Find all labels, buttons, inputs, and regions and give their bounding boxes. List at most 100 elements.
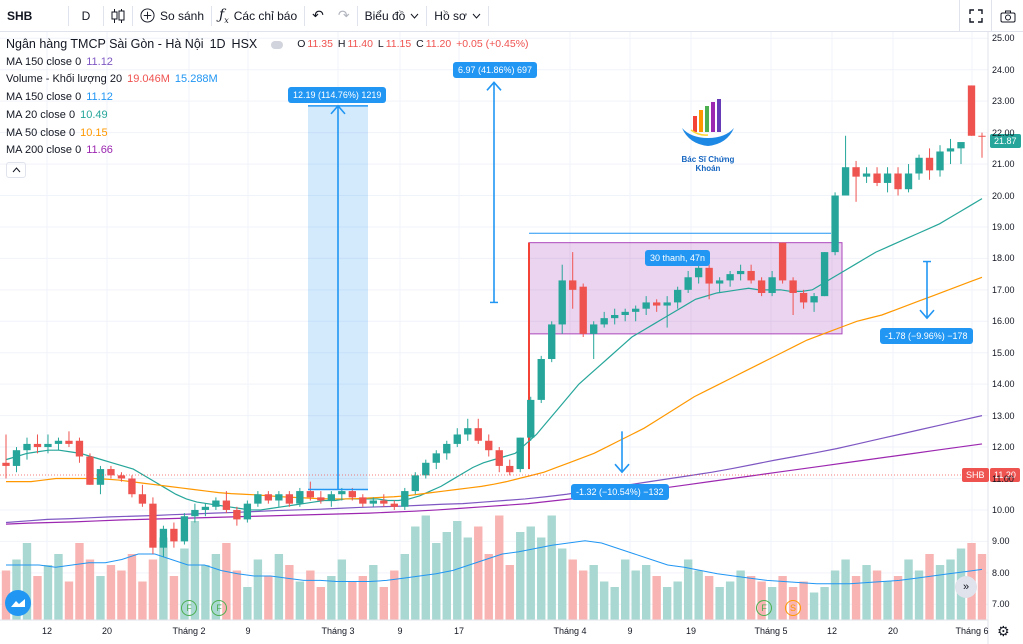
chart-style-button[interactable] xyxy=(104,0,132,32)
candle xyxy=(138,484,147,507)
event-marker-f[interactable]: F xyxy=(211,600,227,616)
candle xyxy=(222,491,231,514)
candle-body xyxy=(12,450,21,466)
volume-bar xyxy=(841,559,850,620)
range-label-4[interactable]: -1.78 (−9.96%) −178 xyxy=(880,328,973,344)
candle xyxy=(621,308,629,322)
candle-body xyxy=(285,494,294,504)
candle-body xyxy=(894,173,902,190)
candle-body xyxy=(663,302,671,306)
volume-bar xyxy=(316,587,326,620)
profile-menu-button[interactable]: Hồ sơ xyxy=(427,0,488,32)
redo-button[interactable]: ↷ xyxy=(331,0,357,32)
legend-row-name: Volume - Khối lượng 20 xyxy=(6,73,123,86)
legend-row[interactable]: Volume - Khối lượng 20 19.046M 15.288M xyxy=(6,71,531,89)
compare-label: So sánh xyxy=(160,8,205,23)
range-label-1[interactable]: 12.19 (114.76%) 1219 xyxy=(288,87,387,103)
y-tick-label: 11.00 xyxy=(992,473,1014,484)
volume-bar xyxy=(830,570,840,620)
redo-icon: ↷ xyxy=(337,7,350,23)
tradingview-logo[interactable] xyxy=(5,590,31,616)
candle-body xyxy=(495,450,503,466)
compare-button[interactable]: So sánh xyxy=(133,0,211,32)
candle-body xyxy=(380,500,388,504)
candle-body xyxy=(789,280,797,293)
volume-bar xyxy=(243,587,252,620)
candle xyxy=(778,242,787,284)
toolbar-right-group xyxy=(959,0,1023,32)
candle-body xyxy=(925,157,934,171)
volume-bar xyxy=(631,570,640,620)
candle-body xyxy=(694,267,703,278)
legend-row[interactable]: MA 20 close 0 10.49 xyxy=(6,107,531,125)
candle xyxy=(548,321,556,363)
range-label-2[interactable]: 6.97 (41.86%) 697 xyxy=(453,62,538,78)
y-tick-label: 7.00 xyxy=(992,599,1010,610)
x-tick-label: Tháng 4 xyxy=(553,626,587,636)
candle xyxy=(369,497,377,507)
fullscreen-button[interactable] xyxy=(959,0,991,32)
candle xyxy=(799,289,808,309)
legend-collapse-button[interactable] xyxy=(6,161,26,178)
volume-bar xyxy=(106,565,116,620)
candle-body xyxy=(212,500,220,507)
undo-button[interactable]: ↶ xyxy=(305,0,331,32)
legend-row-name: MA 50 close 0 xyxy=(6,126,76,139)
y-tick-label: 18.00 xyxy=(992,253,1015,264)
candle xyxy=(611,308,619,325)
volume-bar xyxy=(75,543,84,620)
y-tick-label: 15.00 xyxy=(992,347,1015,358)
measure-arrow-up-head xyxy=(486,81,502,91)
range-label-5[interactable]: -1.32 (−10.54%) −132 xyxy=(571,484,669,500)
volume-bar xyxy=(421,515,430,620)
volume-bar xyxy=(925,554,934,620)
high-label: H xyxy=(337,38,346,50)
volume-bar xyxy=(64,581,74,620)
volume-bar xyxy=(379,587,389,620)
candle xyxy=(233,506,241,526)
interval-button[interactable]: D xyxy=(69,0,103,32)
y-tick-label: 13.00 xyxy=(992,410,1015,421)
candle xyxy=(715,277,724,293)
event-marker-s[interactable]: S xyxy=(785,600,801,616)
scroll-to-realtime-button[interactable]: » xyxy=(955,576,977,598)
candle-body xyxy=(65,440,73,444)
toolbar-divider xyxy=(304,5,306,26)
legend-collapse-dot[interactable] xyxy=(271,40,284,49)
change-value: +0.05 (+0.45%) xyxy=(456,38,529,50)
candle xyxy=(736,264,745,281)
candle xyxy=(96,465,105,495)
indicators-button[interactable]: ƒx Các chỉ báo xyxy=(212,0,304,32)
volume-bar xyxy=(348,581,357,620)
candle-body xyxy=(222,500,231,510)
close-label: C xyxy=(416,38,424,50)
legend-row[interactable]: MA 50 close 0 10.15 xyxy=(6,125,531,143)
candle xyxy=(170,522,178,548)
candle xyxy=(296,487,304,507)
symbol-search-button[interactable]: SHB xyxy=(0,0,68,32)
volume-bar xyxy=(547,515,556,620)
measure-arrows xyxy=(308,81,935,491)
volume-bar xyxy=(411,526,420,620)
settings-button[interactable]: ⚙ xyxy=(997,623,1010,640)
candle xyxy=(201,503,210,517)
candle xyxy=(894,167,902,196)
event-marker-f[interactable]: F xyxy=(181,600,197,616)
candle-body xyxy=(107,469,115,476)
event-marker-f[interactable]: F xyxy=(756,600,772,616)
snapshot-button[interactable] xyxy=(991,0,1023,32)
candle xyxy=(506,459,514,476)
range-label-3[interactable]: 30 thanh, 47n xyxy=(645,250,711,266)
candle xyxy=(264,491,273,504)
candle xyxy=(684,270,692,293)
y-tick-label: 10.00 xyxy=(992,504,1015,515)
legend-row[interactable]: MA 200 close 0 11.66 xyxy=(6,142,531,160)
legend-row[interactable]: MA 150 close 0 11.12 xyxy=(6,89,531,107)
legend-row[interactable]: MA 150 close 0 11.12 xyxy=(6,54,531,72)
high-value: 11.40 xyxy=(347,38,373,50)
x-tick-label: Tháng 5 xyxy=(754,626,788,636)
candle xyxy=(432,450,440,470)
x-tick-label: 12 xyxy=(41,626,53,636)
chart-menu-button[interactable]: Biểu đồ xyxy=(358,0,427,32)
